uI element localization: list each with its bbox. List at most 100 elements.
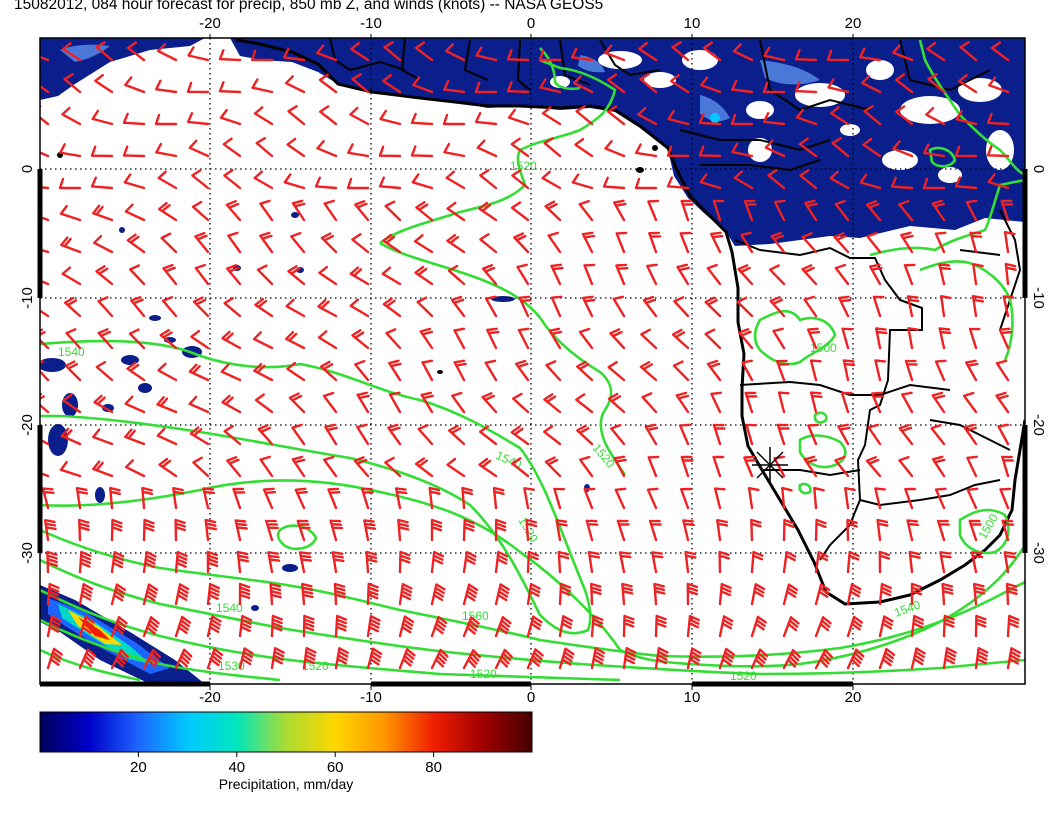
wind-barb [46,615,62,638]
wind-barb [265,519,279,542]
wind-barb [773,199,786,222]
wind-barb [462,583,479,606]
wind-barb [743,455,757,478]
wind-barb [353,456,370,478]
wind-barb [826,49,850,62]
wind-barb [382,74,402,94]
wind-barb [995,391,1010,414]
wind-barb [622,647,637,670]
wind-barb [713,487,726,510]
wind-barb [878,550,891,574]
wind-barb [191,169,210,190]
wind-barb [834,263,850,286]
wind-barb [712,199,725,222]
wind-barb [416,296,434,318]
wind-barb [269,582,282,606]
wind-barb [453,327,466,350]
wind-barb [381,266,402,286]
wind-barb [62,393,82,414]
wind-barb [651,551,664,574]
wind-barb [388,391,402,414]
wind-barb [547,231,562,254]
wind-barb [59,460,82,478]
wind-barb [174,615,191,638]
wind-barb [220,363,242,382]
wind-barb [95,265,114,286]
wind-barb [814,518,827,542]
wind-barb [318,265,338,286]
wind-barb [523,487,535,510]
wind-barb [156,43,178,62]
wind-barb [590,614,604,638]
wind-barb [581,231,596,254]
wind-barb [174,648,193,670]
wind-barb [510,425,530,446]
wind-barb [287,105,306,126]
wind-barb [238,647,254,670]
wind-barb [622,614,635,638]
wind-barb [206,582,220,606]
wind-barb [741,359,754,382]
wind-barb [686,647,702,670]
wind-barb [543,137,562,158]
wind-barb [571,47,594,62]
wind-barb [122,145,146,158]
wind-barb [541,106,562,126]
wind-barb [60,427,82,446]
wind-barb [718,615,734,638]
wind-barb [453,359,467,382]
wind-barb [954,176,978,190]
wind-barb [476,139,498,158]
wind-barb [398,615,415,638]
wind-barb [442,113,466,126]
wind-barb [638,41,658,62]
wind-barb [206,647,224,670]
wind-barb [494,648,513,670]
x-tick-label: -20 [199,15,221,32]
wind-barb [974,614,987,638]
wind-barb [267,551,281,574]
colorbar-tick-label: 20 [130,759,147,776]
wind-barb [1006,614,1020,638]
wind-barb [667,109,690,126]
wind-barb [841,327,854,350]
wind-barb [346,177,370,190]
wind-barb [998,327,1012,350]
wind-barb [781,486,793,510]
wind-barb [142,616,160,638]
wind-barb [78,615,95,638]
colorbar-label: Precipitation, mm/day [218,776,354,792]
wind-barb [298,551,313,574]
wind-barb [555,519,568,542]
wind-barb [494,583,510,606]
wind-barb [512,392,530,414]
wind-barb [859,47,882,62]
wind-barb [863,105,882,126]
wind-barb [251,78,274,94]
wind-barb [602,176,626,190]
contour-label: 1520 [510,159,537,173]
wind-barb [578,327,594,350]
wind-barb [296,519,311,542]
wind-barb [398,583,413,606]
wind-barb [571,173,594,190]
wind-barb [908,550,921,574]
contour-label: 1520 [302,659,329,673]
wind-barb [553,487,566,510]
wind-barb [615,263,629,286]
wind-barb [40,151,50,158]
wind-barb [92,460,114,478]
wind-barb [813,486,825,510]
wind-barb [110,518,123,542]
wind-barb [253,170,274,190]
contour-label: 1530 [218,659,245,673]
wind-barb [906,295,920,318]
wind-barb [462,518,475,542]
wind-barb [676,263,690,286]
y-tick-label: -10 [19,287,36,309]
wind-barb [202,487,215,510]
wind-barb [366,647,383,670]
wind-barb [673,296,690,318]
wind-barb [541,170,562,190]
wind-barb [614,487,627,510]
